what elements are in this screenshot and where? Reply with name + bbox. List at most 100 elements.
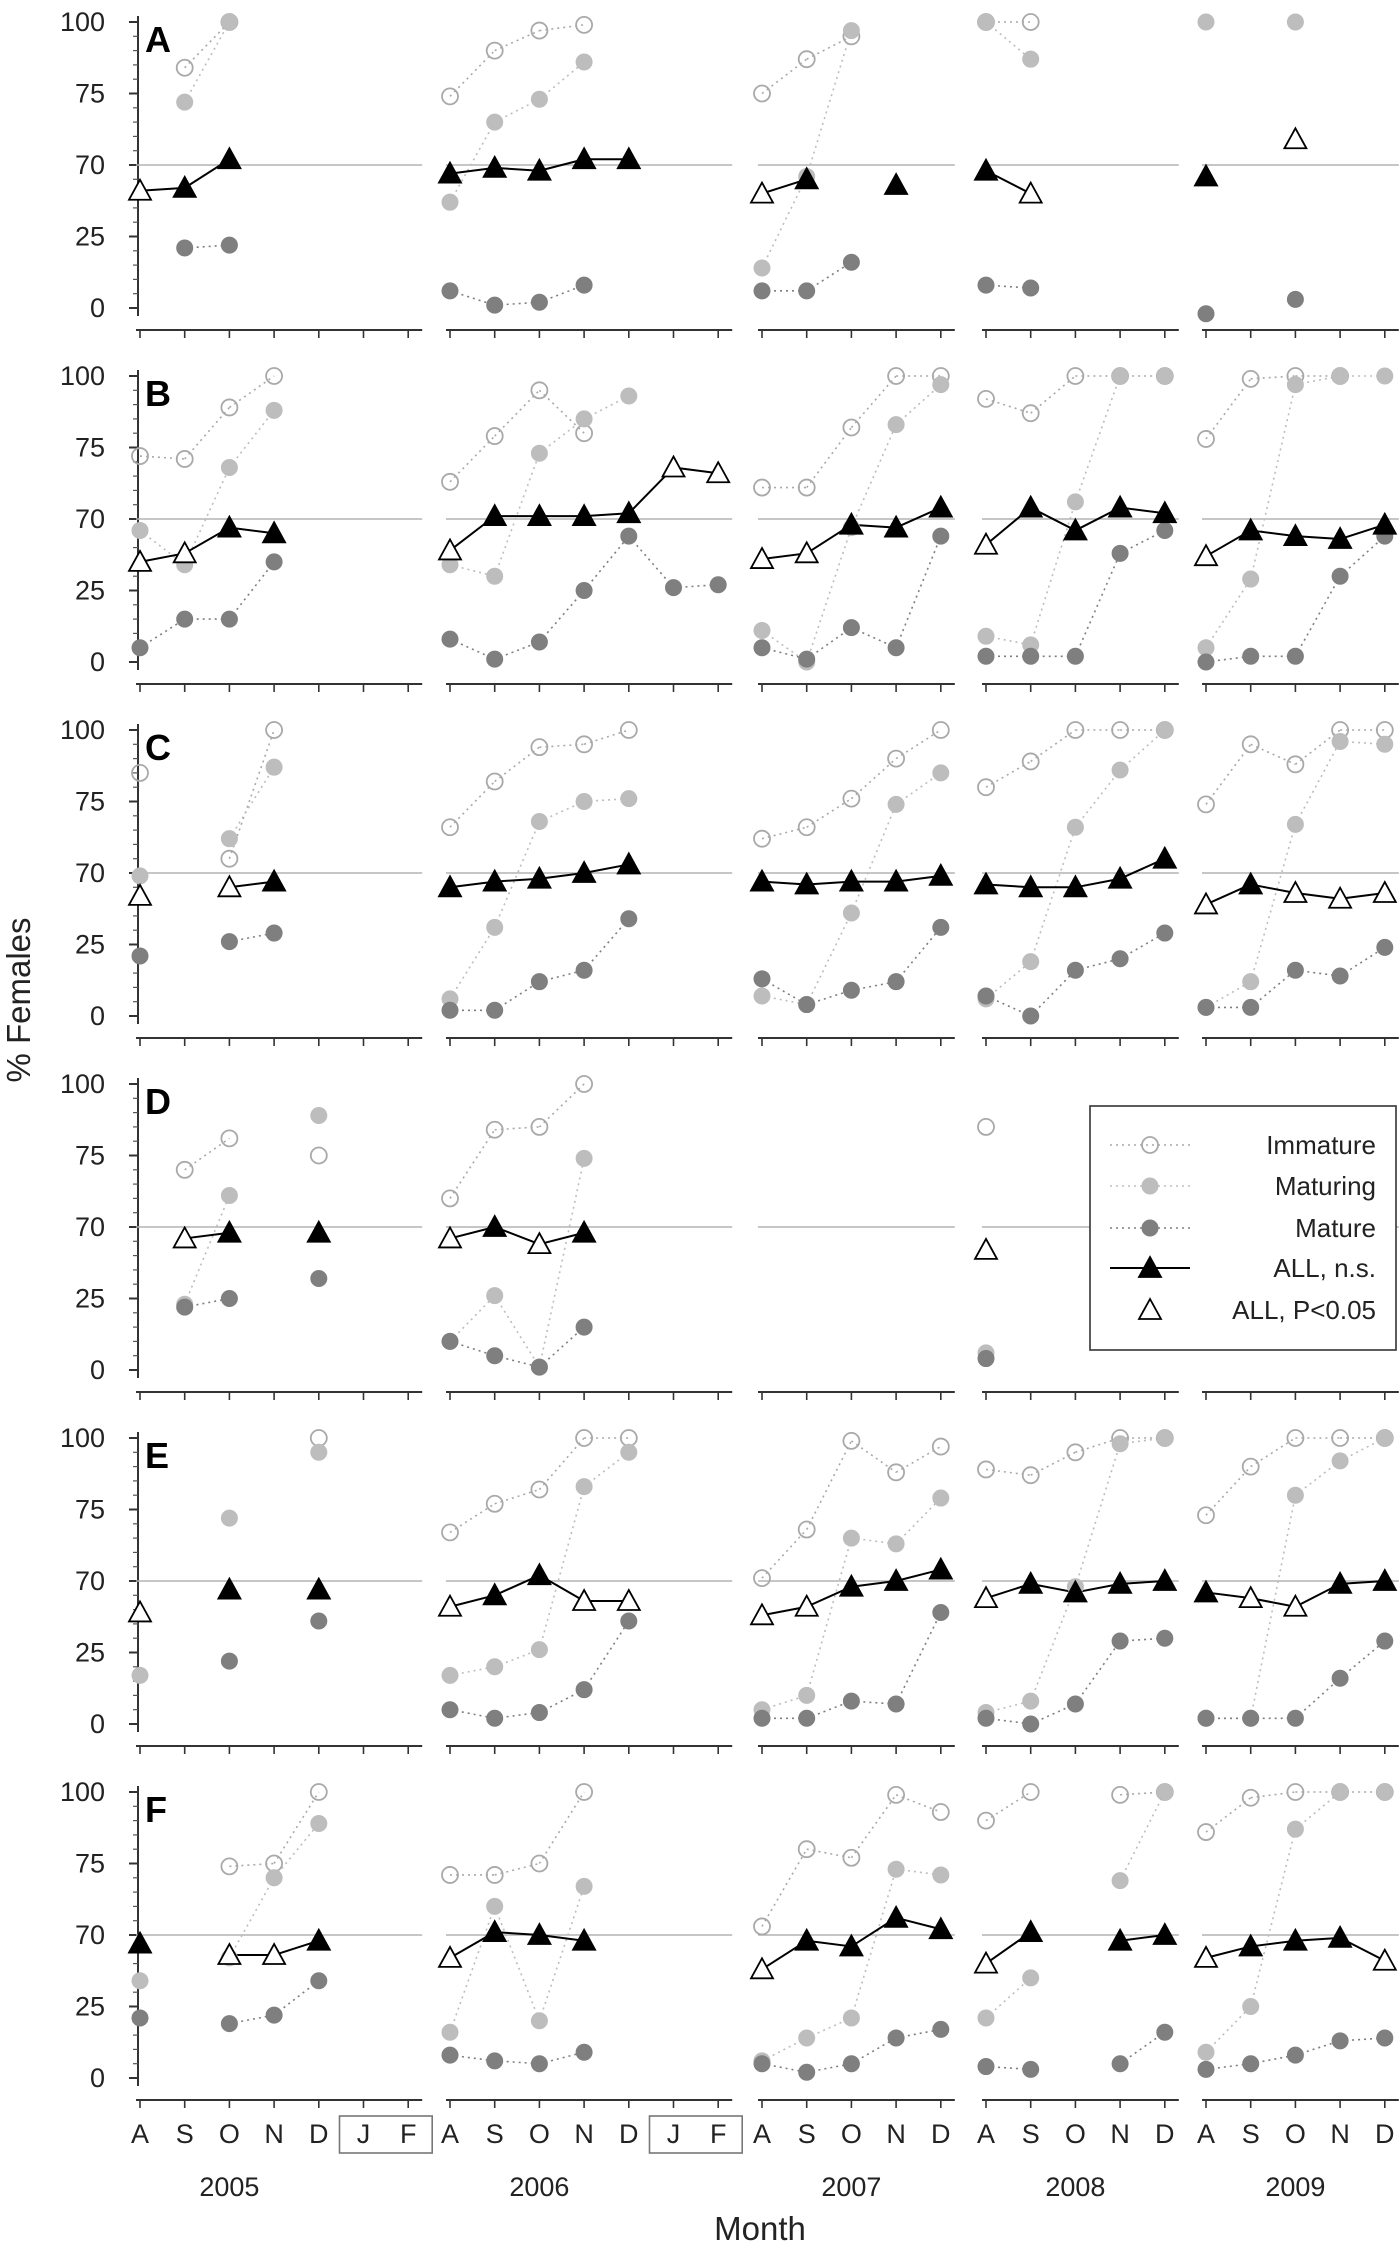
immature-point bbox=[1331, 1429, 1349, 1447]
mature-point bbox=[709, 576, 727, 594]
y-tick-label: 75 bbox=[75, 1495, 105, 1525]
maturing-connector bbox=[494, 98, 540, 123]
mature-connector bbox=[1294, 575, 1341, 657]
immature-point bbox=[131, 764, 149, 782]
maturing-point bbox=[1022, 953, 1040, 971]
immature-point bbox=[753, 829, 771, 848]
mature-point bbox=[1376, 938, 1394, 956]
immature-point bbox=[842, 418, 861, 437]
all-ns-point bbox=[482, 503, 508, 527]
maturing-connector bbox=[985, 961, 1032, 1000]
immature-connector bbox=[850, 1794, 897, 1859]
immature-point bbox=[309, 1429, 328, 1447]
maturing-point bbox=[530, 2012, 548, 2030]
maturing-point bbox=[486, 567, 504, 585]
maturing-point bbox=[887, 416, 905, 434]
all-significant-point bbox=[1282, 1593, 1308, 1617]
y-tick-label: 25 bbox=[75, 930, 105, 960]
maturing-connector bbox=[985, 1977, 1032, 2019]
immature-point bbox=[842, 789, 861, 808]
all-ns-point bbox=[1372, 511, 1398, 535]
mature-connector bbox=[895, 926, 942, 983]
maturing-connector bbox=[805, 527, 853, 663]
immature-point bbox=[1286, 1783, 1305, 1801]
immature-point bbox=[131, 447, 149, 465]
all-ns-point bbox=[526, 1922, 552, 1945]
immature-point bbox=[175, 1160, 194, 1179]
all-ns-point bbox=[571, 860, 597, 883]
all-ns-point bbox=[1018, 874, 1044, 898]
maturing-point bbox=[310, 1106, 328, 1124]
winter-months-box bbox=[648, 2115, 743, 2154]
y-tick-label: 0 bbox=[90, 647, 105, 677]
all-ns-point bbox=[306, 1219, 332, 1243]
all-ns-point bbox=[306, 1927, 332, 1951]
month-label: D bbox=[619, 2119, 639, 2149]
maturing-point bbox=[842, 1529, 860, 1547]
all-ns-point bbox=[571, 1219, 597, 1243]
maturing-connector bbox=[1074, 375, 1121, 503]
all-ns-point bbox=[1107, 494, 1133, 518]
mature-point bbox=[220, 1652, 238, 1670]
month-label: S bbox=[1022, 2119, 1040, 2149]
month-label: A bbox=[131, 2119, 149, 2149]
immature-point bbox=[619, 721, 638, 739]
maturing-point bbox=[1242, 570, 1260, 588]
mature-point bbox=[842, 981, 860, 999]
mature-point bbox=[1111, 950, 1129, 968]
y-tick-label: 70 bbox=[75, 150, 105, 180]
all-ns-point bbox=[1238, 1933, 1264, 1957]
mature-point bbox=[932, 1603, 950, 1621]
month-label: D bbox=[931, 2119, 951, 2149]
mature-point bbox=[530, 633, 548, 651]
maturing-connector bbox=[493, 1906, 541, 2022]
all-ns-point bbox=[1062, 517, 1088, 541]
all-ns-point bbox=[1107, 1570, 1133, 1594]
all-significant-point bbox=[437, 1225, 463, 1249]
mature-point bbox=[575, 961, 593, 979]
panel-b: 0 25 70 75 100 B bbox=[60, 361, 1399, 692]
mature-point bbox=[486, 650, 504, 668]
all-ns-point bbox=[616, 500, 642, 524]
all-ns-point bbox=[1372, 1568, 1398, 1591]
mature-connector bbox=[1074, 553, 1121, 657]
immature-connector bbox=[583, 729, 630, 746]
maturing-point bbox=[310, 1814, 328, 1832]
mature-connector bbox=[895, 535, 942, 648]
mature-point bbox=[887, 973, 905, 991]
immature-connector bbox=[449, 435, 496, 483]
all-significant-point bbox=[749, 1602, 775, 1626]
legend-label: ALL, n.s. bbox=[1273, 1253, 1376, 1283]
all-ns-point bbox=[749, 868, 775, 892]
immature-point bbox=[485, 1120, 504, 1139]
mature-point bbox=[1066, 647, 1084, 665]
maturing-connector bbox=[850, 804, 897, 914]
all-significant-point bbox=[749, 180, 775, 204]
month-label: N bbox=[886, 2119, 906, 2149]
all-significant-point bbox=[437, 1945, 463, 1968]
maturing-point bbox=[753, 622, 771, 640]
immature-connector bbox=[449, 50, 496, 97]
year-label: 2007 bbox=[821, 2172, 881, 2202]
maturing-point bbox=[1286, 13, 1304, 31]
legend-label: Maturing bbox=[1275, 1171, 1376, 1201]
month-label: J bbox=[357, 2119, 371, 2149]
all-connector bbox=[494, 877, 540, 883]
immature-point bbox=[575, 15, 593, 34]
mature-connector bbox=[851, 2037, 897, 2065]
immature-point bbox=[175, 58, 194, 77]
all-ns-point bbox=[1327, 1924, 1353, 1948]
immature-connector bbox=[761, 1528, 808, 1579]
panel-letter: F bbox=[145, 1789, 167, 1830]
mature-point bbox=[530, 1704, 548, 1722]
mature-point bbox=[265, 553, 283, 571]
mature-point bbox=[310, 1612, 328, 1630]
mature-point bbox=[1197, 1709, 1215, 1727]
maturing-connector bbox=[1119, 1791, 1166, 1882]
mature-connector bbox=[1119, 529, 1166, 555]
maturing-point bbox=[1197, 639, 1215, 657]
mature-point bbox=[1066, 961, 1084, 979]
all-ns-point bbox=[1018, 1919, 1044, 1943]
maturing-point bbox=[1022, 1692, 1040, 1710]
mature-point bbox=[441, 1701, 459, 1719]
